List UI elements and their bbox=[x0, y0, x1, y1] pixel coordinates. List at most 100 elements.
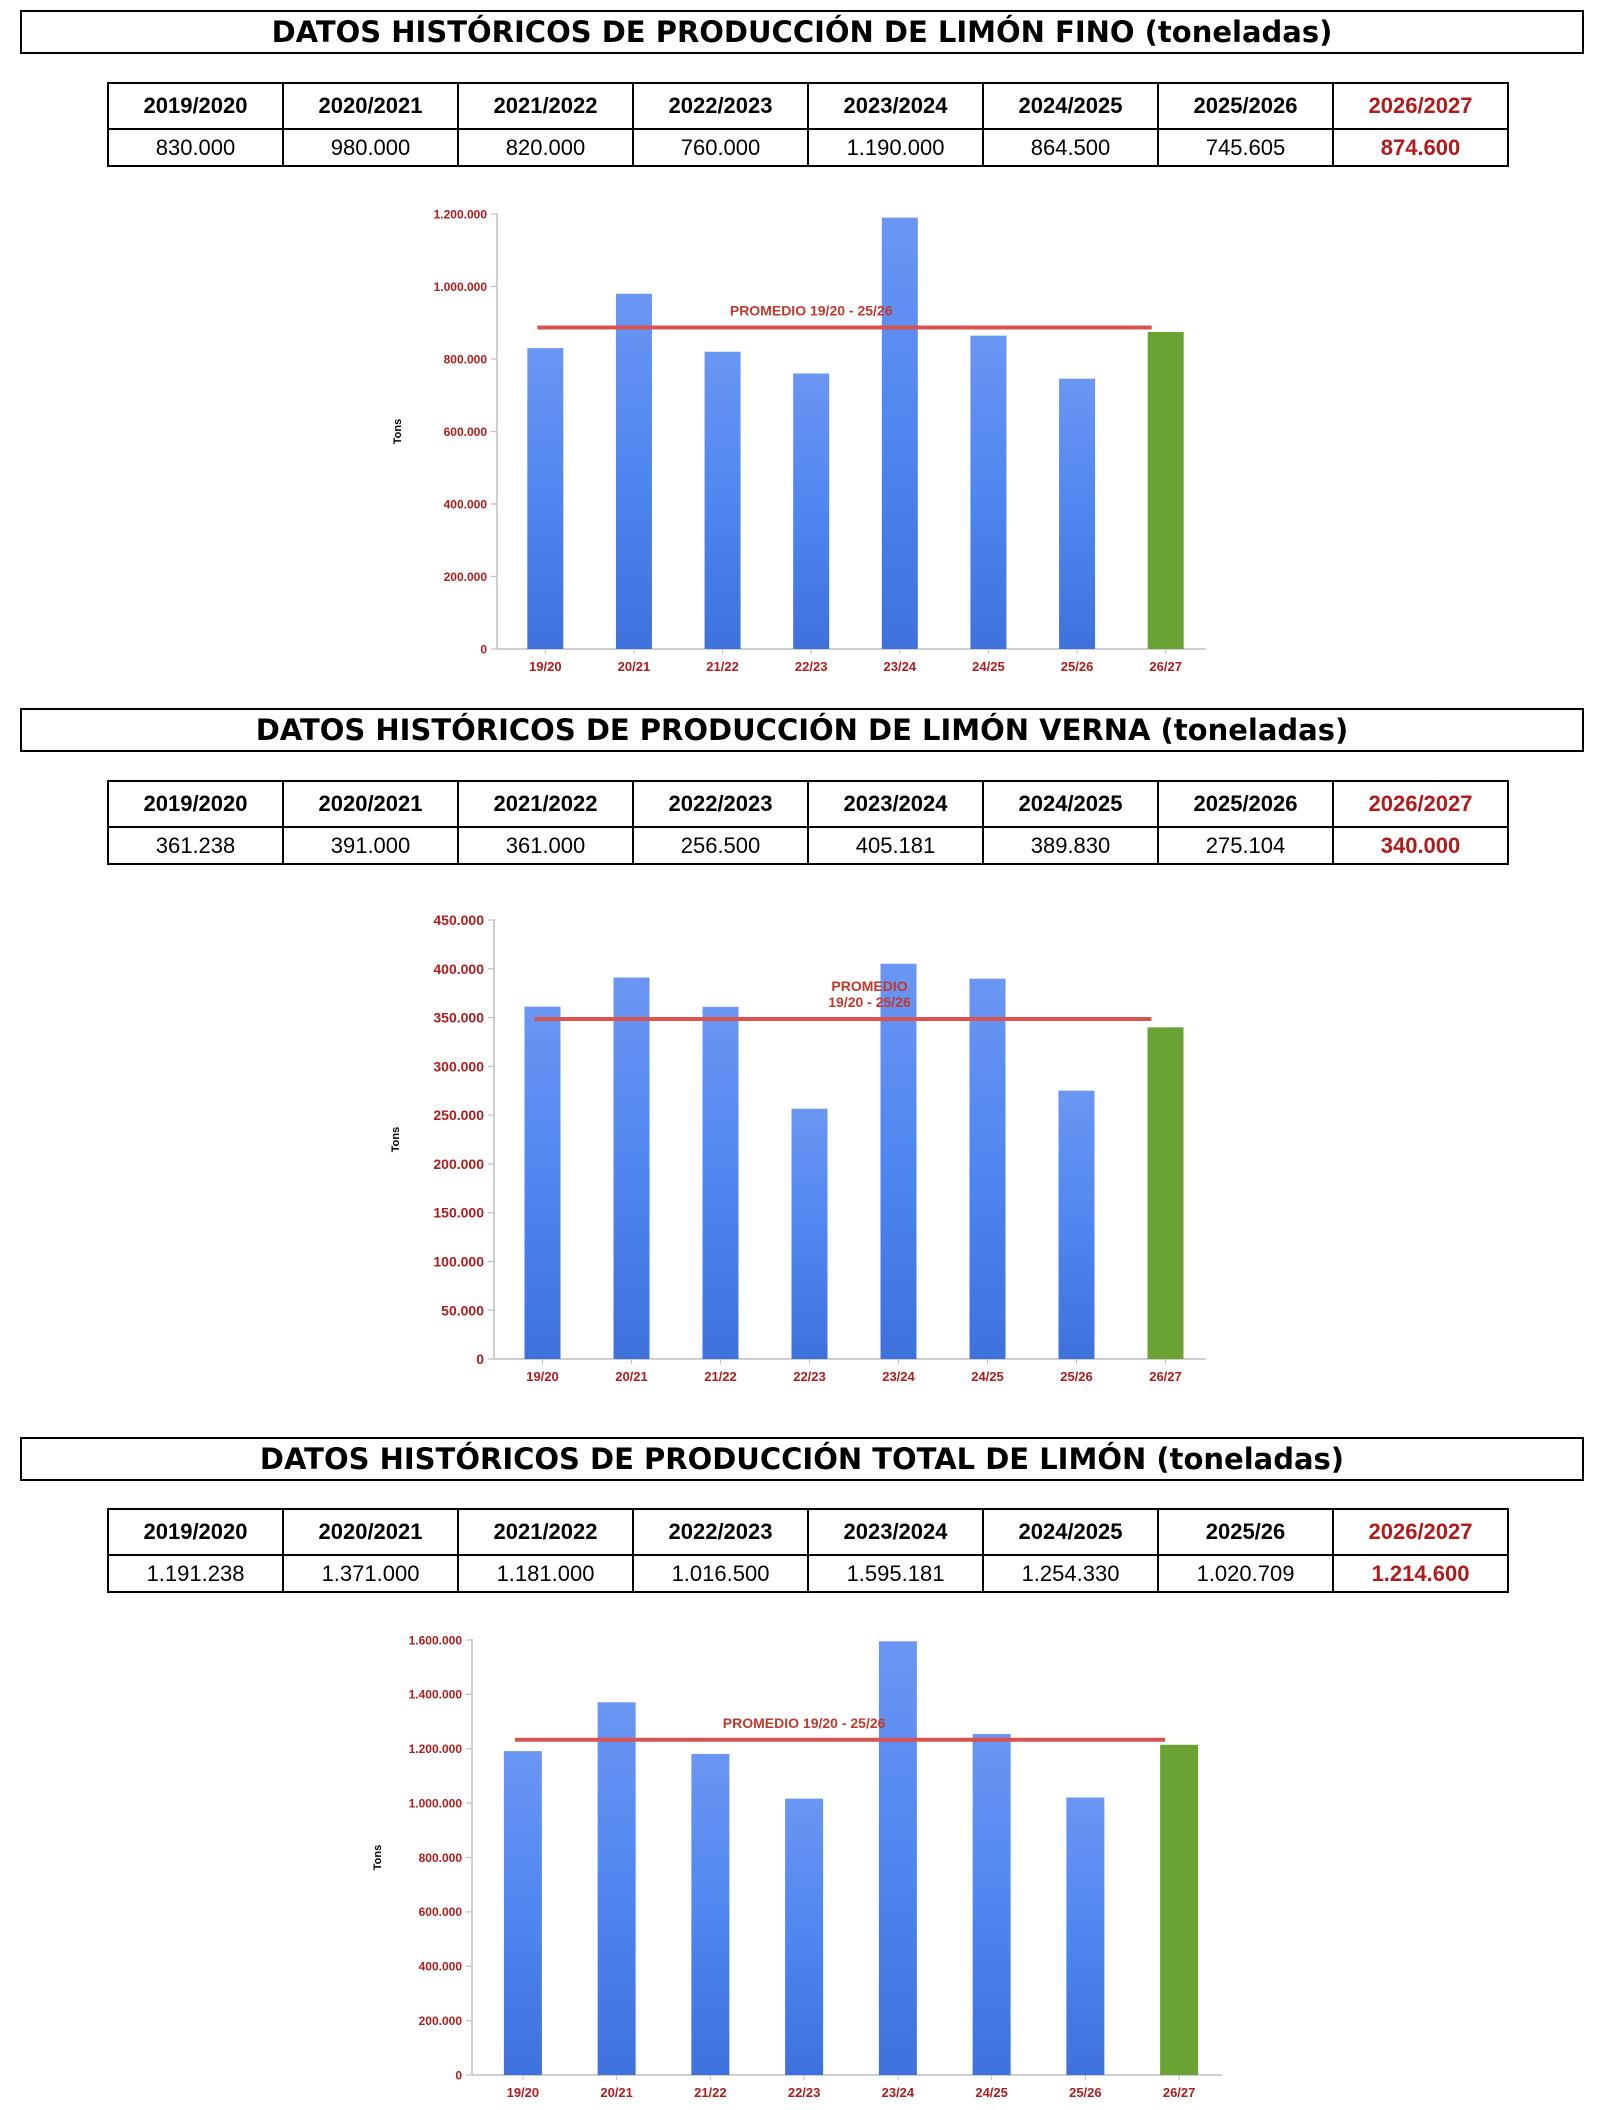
y-tick-label: 0 bbox=[480, 642, 487, 656]
y-tick-label: 1.400.000 bbox=[409, 1688, 463, 1702]
y-tick-label: 350.000 bbox=[433, 1010, 484, 1026]
average-label: PROMEDIO 19/20 - 25/26 bbox=[730, 302, 893, 318]
bar bbox=[1059, 378, 1096, 649]
table-header: 2021/2022 bbox=[457, 82, 634, 130]
bar bbox=[791, 1108, 828, 1359]
y-tick-label: 0 bbox=[455, 2068, 462, 2082]
bar-projection bbox=[1147, 331, 1184, 649]
bar bbox=[527, 348, 564, 649]
bar bbox=[597, 1702, 636, 2075]
table-cell: 391.000 bbox=[282, 826, 459, 865]
y-tick-label: 1.600.000 bbox=[409, 1633, 463, 1647]
table-cell-projection: 1.214.600 bbox=[1332, 1554, 1509, 1593]
table-cell: 1.181.000 bbox=[457, 1554, 634, 1593]
x-tick-label: 19/20 bbox=[529, 659, 562, 674]
bar bbox=[970, 335, 1007, 649]
y-tick-label: 200.000 bbox=[419, 2014, 463, 2028]
table-header: 2020/2021 bbox=[282, 1508, 459, 1556]
table-header-projection: 2026/2027 bbox=[1332, 1508, 1509, 1556]
x-tick-label: 19/20 bbox=[507, 2085, 540, 2100]
table-cell-projection: 874.600 bbox=[1332, 128, 1509, 167]
table-cell: 275.104 bbox=[1157, 826, 1334, 865]
table-header: 2022/2023 bbox=[632, 780, 809, 828]
bar bbox=[880, 963, 917, 1359]
y-axis-label: Tons bbox=[392, 419, 404, 444]
x-tick-label: 25/26 bbox=[1060, 1369, 1093, 1384]
table-cell: 256.500 bbox=[632, 826, 809, 865]
x-tick-label: 24/25 bbox=[972, 659, 1005, 674]
table-cell: 389.830 bbox=[982, 826, 1159, 865]
average-label: PROMEDIO 19/20 - 25/26 bbox=[723, 1715, 886, 1731]
x-tick-label: 26/27 bbox=[1149, 1369, 1182, 1384]
section-title-total: DATOS HISTÓRICOS DE PRODUCCIÓN TOTAL DE … bbox=[20, 1437, 1584, 1481]
table-header: 2024/2025 bbox=[982, 82, 1159, 130]
x-tick-label: 21/22 bbox=[704, 1369, 737, 1384]
table-cell: 1.191.238 bbox=[107, 1554, 284, 1593]
y-tick-label: 200.000 bbox=[444, 570, 488, 584]
table-cell: 820.000 bbox=[457, 128, 634, 167]
average-label: PROMEDIO bbox=[831, 978, 907, 994]
bar bbox=[615, 293, 652, 649]
table-header: 2019/2020 bbox=[107, 82, 284, 130]
y-tick-label: 800.000 bbox=[419, 1851, 463, 1865]
table-cell: 980.000 bbox=[282, 128, 459, 167]
bar-projection bbox=[1147, 1027, 1184, 1359]
table-cell: 830.000 bbox=[107, 128, 284, 167]
table-header: 2025/26 bbox=[1157, 1508, 1334, 1556]
bar-chart-fino: 0 200.000 400.000 600.000 800.000 1.000.000 1.… bbox=[392, 207, 1206, 674]
table-header-projection: 2026/2027 bbox=[1332, 780, 1509, 828]
table-header: 2025/2026 bbox=[1157, 780, 1334, 828]
y-tick-label: 400.000 bbox=[419, 1960, 463, 1974]
table-header: 2023/2024 bbox=[807, 82, 984, 130]
y-tick-label: 150.000 bbox=[433, 1205, 484, 1221]
table-header-projection: 2026/2027 bbox=[1332, 82, 1509, 130]
y-tick-label: 100.000 bbox=[433, 1253, 484, 1269]
table-header: 2025/2026 bbox=[1157, 82, 1334, 130]
x-tick-label: 23/24 bbox=[882, 2085, 915, 2100]
x-tick-label: 22/23 bbox=[788, 2085, 821, 2100]
y-tick-label: 200.000 bbox=[433, 1156, 484, 1172]
table-header: 2021/2022 bbox=[457, 780, 634, 828]
bar bbox=[969, 978, 1006, 1359]
table-cell: 864.500 bbox=[982, 128, 1159, 167]
table-cell: 361.238 bbox=[107, 826, 284, 865]
x-tick-label: 19/20 bbox=[526, 1369, 559, 1384]
table-cell: 1.595.181 bbox=[807, 1554, 984, 1593]
x-tick-label: 23/24 bbox=[882, 1369, 915, 1384]
bar bbox=[704, 351, 741, 649]
bar bbox=[613, 977, 650, 1359]
table-cell: 361.000 bbox=[457, 826, 634, 865]
table-cell: 1.020.709 bbox=[1157, 1554, 1334, 1593]
table-cell: 1.016.500 bbox=[632, 1554, 809, 1593]
table-header: 2019/2020 bbox=[107, 1508, 284, 1556]
bar-projection bbox=[1160, 1744, 1199, 2075]
bar bbox=[972, 1733, 1011, 2075]
bar bbox=[524, 1006, 561, 1359]
x-tick-label: 22/23 bbox=[793, 1369, 826, 1384]
bar bbox=[503, 1751, 542, 2075]
y-tick-label: 250.000 bbox=[433, 1107, 484, 1123]
table-header: 2024/2025 bbox=[982, 780, 1159, 828]
bar bbox=[881, 217, 918, 649]
table-cell: 1.371.000 bbox=[282, 1554, 459, 1593]
y-tick-label: 600.000 bbox=[444, 425, 488, 439]
table-header: 2024/2025 bbox=[982, 1508, 1159, 1556]
section-title-verna: DATOS HISTÓRICOS DE PRODUCCIÓN DE LIMÓN … bbox=[20, 708, 1584, 752]
y-axis-label: Tons bbox=[372, 1845, 384, 1870]
table-cell: 1.190.000 bbox=[807, 128, 984, 167]
average-label: 19/20 - 25/26 bbox=[828, 994, 911, 1010]
section-title-fino: DATOS HISTÓRICOS DE PRODUCCIÓN DE LIMÓN … bbox=[20, 10, 1584, 54]
y-tick-label: 50.000 bbox=[441, 1302, 484, 1318]
bar bbox=[878, 1641, 917, 2075]
y-tick-label: 400.000 bbox=[433, 961, 484, 977]
bar bbox=[785, 1798, 824, 2075]
y-tick-label: 400.000 bbox=[444, 497, 488, 511]
y-tick-label: 0 bbox=[476, 1351, 484, 1367]
table-cell: 405.181 bbox=[807, 826, 984, 865]
table-cell: 745.605 bbox=[1157, 128, 1334, 167]
x-tick-label: 26/27 bbox=[1149, 659, 1182, 674]
x-tick-label: 23/24 bbox=[884, 659, 917, 674]
table-header: 2022/2023 bbox=[632, 1508, 809, 1556]
x-tick-label: 25/26 bbox=[1069, 2085, 1102, 2100]
